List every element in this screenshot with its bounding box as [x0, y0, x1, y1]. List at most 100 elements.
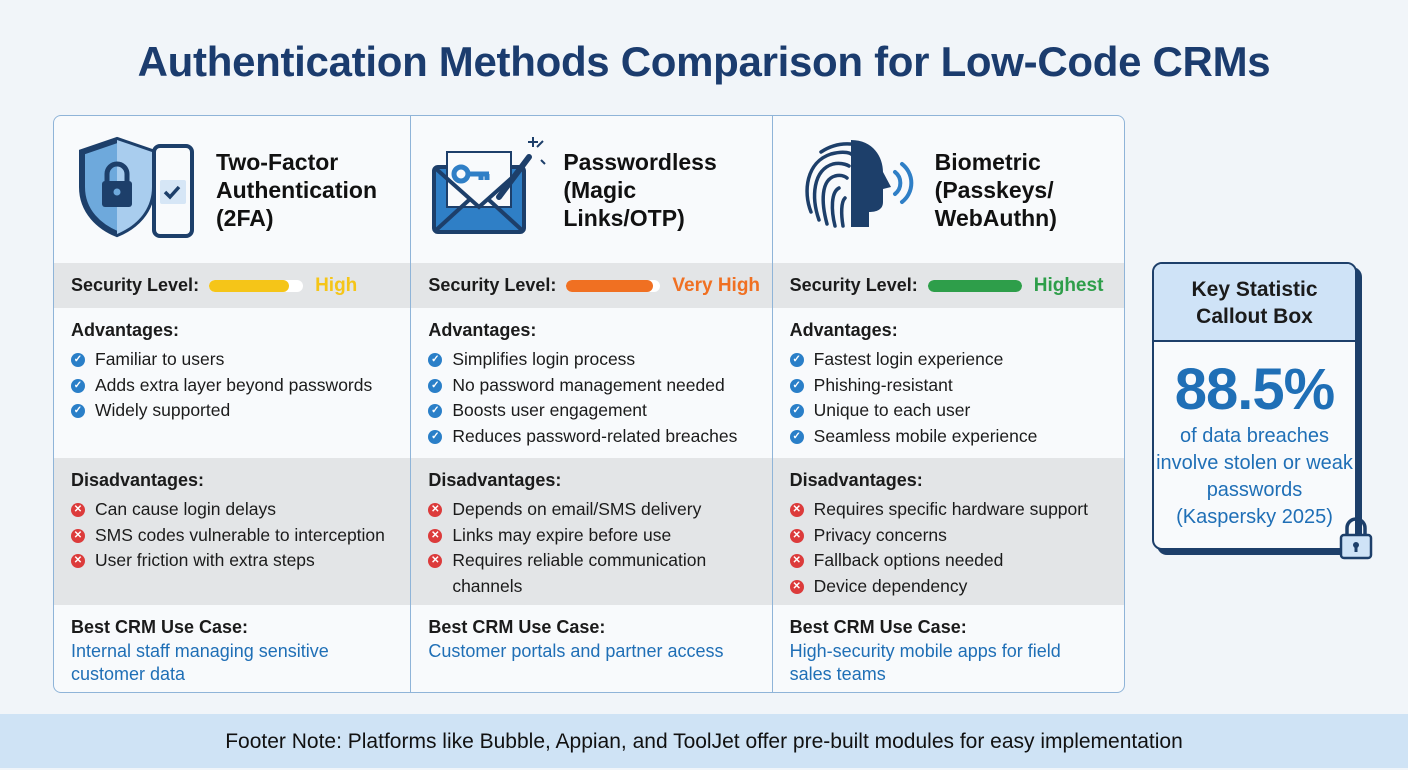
disadvantage-text: Links may expire before use: [452, 524, 672, 545]
envelope-key-icon: [429, 132, 549, 247]
best-use-value: Internal staff managing sensitive custom…: [71, 641, 329, 684]
x-circle-icon: ✕: [71, 503, 85, 517]
advantages-heading: Advantages:: [71, 320, 180, 340]
disadvantage-item: ✕ Requires reliable communication channel…: [428, 548, 754, 599]
x-circle-icon: ✕: [789, 579, 804, 594]
x-circle-icon: ✕: [428, 554, 443, 568]
disadvantage-item: ✕ Depends on email/SMS delivery: [428, 497, 754, 523]
advantages-section: Advantages: ✓ Simplifies login process ✓ No …: [411, 308, 772, 458]
advantages-heading: Advantages:: [789, 320, 898, 340]
x-circle-icon: ✕: [428, 528, 443, 543]
disadvantage-text: Depends on email/SMS delivery: [452, 499, 702, 519]
security-level-value: Very High: [672, 274, 761, 296]
disadvantage-text: Privacy concerns: [813, 524, 947, 545]
check-circle-icon: ✓: [789, 378, 804, 393]
footer-note: Footer Note: Platforms like Bubble, Appi…: [0, 714, 1408, 768]
advantage-item: ✓ No password management needed: [428, 373, 754, 399]
disadvantages-section: Disadvantages: ✕ Requires specific hardwar…: [772, 458, 1124, 605]
check-circle-icon: ✓: [428, 404, 443, 418]
best-use-case-section: Best CRM Use Case: Internal staff managin…: [54, 605, 410, 686]
method-column: Two-Factor Authentication (2FA) Security…: [54, 116, 412, 692]
advantage-text: Fastest login experience: [813, 349, 1004, 369]
advantage-item: ✓ Familiar to users: [71, 347, 393, 373]
advantages-section: Advantages: ✓ Fastest login experience ✓ Phi…: [772, 308, 1124, 458]
x-circle-icon: ✕: [71, 554, 85, 568]
check-circle-icon: ✓: [789, 429, 804, 444]
security-level-row: Security Level: Very High: [411, 263, 772, 308]
disadvantages-heading: Disadvantages:: [428, 470, 562, 490]
x-circle-icon: ✕: [789, 554, 804, 568]
advantage-text: Phishing-resistant: [813, 374, 953, 395]
best-use-value: High-security mobile apps for field sale…: [789, 641, 1061, 684]
security-level-bar: [209, 279, 304, 292]
callout-text: of data breaches involve stolen or weak …: [1156, 425, 1353, 528]
advantage-text: Simplifies login process: [452, 349, 636, 369]
method-header: Two-Factor Authentication (2FA): [54, 116, 410, 263]
method-name: Biometric (Passkeys/ WebAuthn): [934, 148, 1057, 231]
disadvantage-item: ✕ Requires specific hardware support: [789, 497, 1107, 523]
disadvantage-item: ✕ SMS codes vulnerable to interception: [71, 523, 393, 549]
best-use-case-section: Best CRM Use Case: High-security mobile a…: [773, 605, 1124, 686]
advantage-item: ✓ Unique to each user: [789, 398, 1107, 424]
disadvantage-text: SMS codes vulnerable to interception: [95, 524, 385, 545]
x-circle-icon: ✕: [428, 503, 443, 517]
advantage-item: ✓ Adds extra layer beyond passwords: [71, 373, 393, 399]
x-circle-icon: ✕: [71, 528, 85, 543]
advantage-text: Familiar to users: [95, 349, 225, 369]
advantage-text: Widely supported: [95, 400, 231, 420]
disadvantage-item: ✕ Device dependency: [789, 574, 1107, 600]
check-circle-icon: ✓: [428, 378, 443, 393]
fingerprint-face-icon: [791, 132, 921, 247]
disadvantages-section: Disadvantages: ✕ Depends on email/SMS deli…: [411, 458, 772, 605]
advantage-item: ✓ Seamless mobile experience: [789, 424, 1107, 450]
advantage-text: Boosts user engagement: [452, 400, 647, 420]
disadvantage-text: Fallback options needed: [813, 550, 1004, 570]
disadvantage-item: ✕ Can cause login delays: [71, 497, 393, 523]
security-level-bar: [566, 279, 661, 292]
callout-value: 88.5%: [1174, 357, 1335, 422]
check-circle-icon: ✓: [71, 353, 85, 367]
padlock-icon: [1339, 517, 1373, 560]
disadvantage-item: ✕ Links may expire before use: [428, 523, 754, 549]
best-use-heading: Best CRM Use Case:: [428, 617, 606, 637]
disadvantages-heading: Disadvantages:: [71, 470, 205, 490]
security-level-value: Highest: [1033, 274, 1104, 296]
best-use-heading: Best CRM Use Case:: [71, 617, 249, 637]
check-circle-icon: ✓: [71, 404, 85, 418]
advantage-text: No password management needed: [452, 374, 725, 395]
advantage-item: ✓ Reduces password-related breaches: [428, 424, 754, 450]
method-column: Biometric (Passkeys/ WebAuthn) Security …: [772, 116, 1124, 692]
best-use-case-section: Best CRM Use Case: Customer portals and p…: [411, 605, 771, 663]
disadvantage-text: Requires specific hardware support: [813, 499, 1088, 519]
best-use-value: Customer portals and partner access: [428, 641, 724, 661]
security-level-row: Security Level: High: [54, 263, 411, 308]
method-name: Passwordless (Magic Links/OTP): [563, 148, 717, 231]
check-circle-icon: ✓: [789, 404, 804, 418]
security-label: Security Level:: [71, 275, 200, 295]
shield-phone-icon: [72, 132, 202, 247]
disadvantage-item: ✕ Fallback options needed: [789, 548, 1107, 574]
security-label: Security Level:: [789, 275, 918, 295]
disadvantage-text: Requires reliable communication channels: [452, 550, 707, 596]
best-use-heading: Best CRM Use Case:: [789, 617, 967, 637]
security-level-value: High: [315, 274, 358, 296]
callout-title: Key Statistic Callout Box: [1154, 264, 1355, 342]
disadvantage-text: User friction with extra steps: [95, 550, 315, 570]
disadvantage-text: Can cause login delays: [95, 499, 276, 519]
x-circle-icon: ✕: [789, 503, 804, 517]
disadvantages-heading: Disadvantages:: [789, 470, 923, 490]
disadvantages-section: Disadvantages: ✕ Can cause login delays ✕ SM…: [54, 458, 411, 605]
check-circle-icon: ✓: [428, 353, 443, 367]
advantage-item: ✓ Simplifies login process: [428, 347, 754, 373]
advantage-item: ✓ Boosts user engagement: [428, 398, 754, 424]
security-level-bar: [927, 279, 1022, 292]
page-title: Authentication Methods Comparison for Lo…: [137, 38, 1271, 85]
method-header: Biometric (Passkeys/ WebAuthn): [773, 116, 1124, 263]
disadvantage-item: ✕ Privacy concerns: [789, 523, 1107, 549]
advantages-heading: Advantages:: [428, 320, 537, 340]
disadvantage-text: Device dependency: [813, 575, 968, 596]
security-level-row: Security Level: Highest: [772, 263, 1124, 308]
method-column: Passwordless (Magic Links/OTP) Security …: [411, 116, 773, 692]
advantage-text: Seamless mobile experience: [813, 425, 1038, 446]
advantage-item: ✓ Fastest login experience: [789, 347, 1107, 373]
